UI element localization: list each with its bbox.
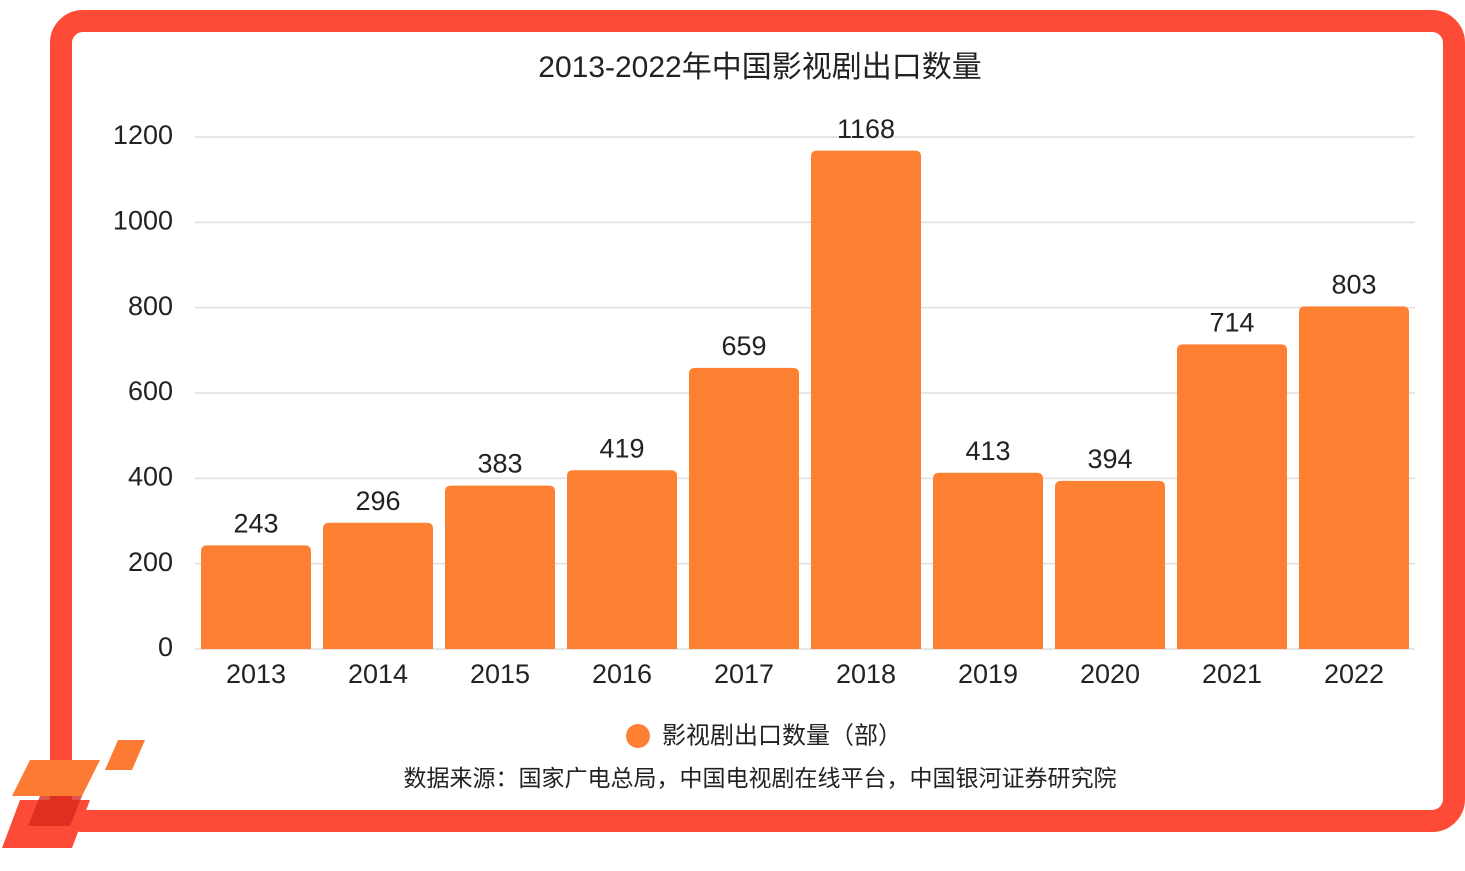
x-tick-label: 2019 <box>958 659 1018 689</box>
y-tick-label: 1000 <box>113 205 173 235</box>
legend-swatch <box>626 724 650 748</box>
x-tick-label: 2018 <box>836 659 896 689</box>
bar <box>811 150 921 650</box>
value-label: 419 <box>599 433 644 463</box>
bar <box>445 485 555 649</box>
value-label: 413 <box>965 436 1010 466</box>
y-tick-label: 800 <box>128 291 173 321</box>
logo <box>2 740 145 848</box>
x-tick-label: 2015 <box>470 659 530 689</box>
legend-label: 影视剧出口数量（部） <box>662 722 902 749</box>
bar <box>323 522 433 649</box>
value-label: 714 <box>1209 307 1254 337</box>
value-label: 383 <box>477 449 522 479</box>
y-tick-label: 600 <box>128 376 173 406</box>
y-tick-label: 1200 <box>113 120 173 150</box>
x-tick-label: 2014 <box>348 659 408 689</box>
y-tick-label: 200 <box>128 547 173 577</box>
x-tick-label: 2021 <box>1202 659 1262 689</box>
value-label: 243 <box>233 508 278 538</box>
bar <box>1299 306 1409 649</box>
x-tick-label: 2013 <box>226 659 286 689</box>
y-tick-label: 0 <box>158 632 173 662</box>
bar <box>1055 480 1165 649</box>
bar <box>201 545 311 649</box>
value-label: 296 <box>355 486 400 516</box>
x-tick-label: 2020 <box>1080 659 1140 689</box>
value-label: 394 <box>1087 444 1132 474</box>
bar <box>567 470 677 649</box>
y-tick-label: 400 <box>128 461 173 491</box>
value-label: 1168 <box>837 114 895 144</box>
value-label: 659 <box>721 331 766 361</box>
bar <box>933 472 1043 649</box>
bar <box>689 367 799 649</box>
chart-title: 2013-2022年中国影视剧出口数量 <box>538 51 981 84</box>
x-tick-label: 2016 <box>592 659 652 689</box>
value-label: 803 <box>1331 270 1376 300</box>
bar <box>1177 344 1287 649</box>
x-tick-label: 2022 <box>1324 659 1384 689</box>
x-tick-label: 2017 <box>714 659 774 689</box>
source-note: 数据来源：国家广电总局，中国电视剧在线平台，中国银河证券研究院 <box>404 765 1117 791</box>
